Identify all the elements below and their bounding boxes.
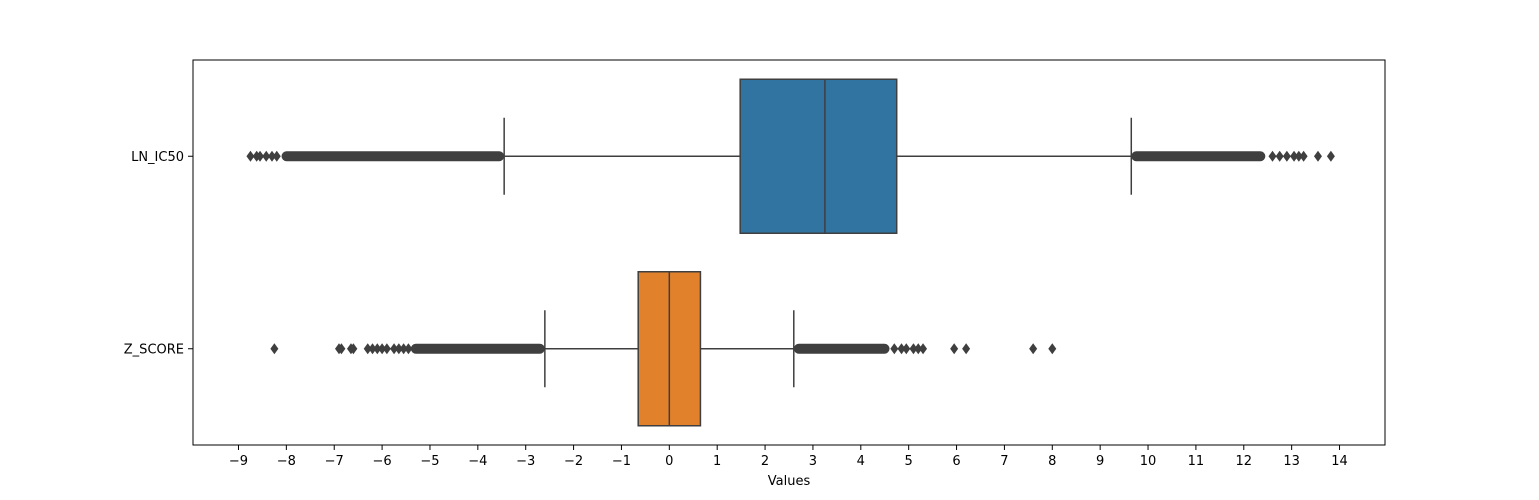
y-tick-label: LN_IC50 xyxy=(131,150,184,165)
y-tick-label: Z_SCORE xyxy=(124,342,184,357)
outlier-point xyxy=(394,343,403,355)
outlier-point xyxy=(404,343,413,355)
outlier-point xyxy=(1275,150,1284,162)
x-tick-label: −8 xyxy=(277,454,296,469)
x-tick-label: 13 xyxy=(1283,454,1300,469)
outlier-point xyxy=(267,150,276,162)
outlier-point xyxy=(349,343,358,355)
x-axis-label: Values xyxy=(768,474,811,489)
y-axis: LN_IC50 Z_SCORE xyxy=(124,150,193,357)
x-tick-label: −4 xyxy=(468,454,487,469)
outlier-point xyxy=(246,150,255,162)
x-tick-label: 12 xyxy=(1236,454,1253,469)
outlier-point xyxy=(390,343,399,355)
outlier-band-0 xyxy=(410,343,545,354)
outlier-point xyxy=(270,343,279,355)
x-tick-label: 4 xyxy=(857,454,865,469)
outlier-point xyxy=(914,343,923,355)
x-tick-label: −2 xyxy=(564,454,583,469)
outlier-point xyxy=(272,150,281,162)
outlier-point xyxy=(909,343,918,355)
outlier-point xyxy=(363,343,372,355)
x-tick-label: −9 xyxy=(229,454,248,469)
x-tick-label: 14 xyxy=(1331,454,1348,469)
outlier-point xyxy=(256,150,265,162)
x-tick-label: 1 xyxy=(713,454,721,469)
plot-area xyxy=(246,78,1335,427)
axes-frame xyxy=(192,59,1386,446)
x-tick-label: 11 xyxy=(1188,454,1205,469)
outlier-point xyxy=(373,343,382,355)
x-tick-label: 6 xyxy=(952,454,960,469)
box-group-ln-ic50 xyxy=(246,78,1335,234)
x-tick-label: 10 xyxy=(1140,454,1157,469)
outlier-point xyxy=(1326,150,1335,162)
outlier-point xyxy=(1029,343,1038,355)
outlier-point xyxy=(902,343,911,355)
x-tick-label: 5 xyxy=(905,454,913,469)
outlier-band-1 xyxy=(793,343,890,354)
x-tick-label: 0 xyxy=(665,454,673,469)
outlier-band-0 xyxy=(281,151,505,162)
box-group-z-score xyxy=(270,271,1057,427)
x-tick-label: 9 xyxy=(1096,454,1104,469)
outlier-band-1 xyxy=(1131,151,1266,162)
outlier-point xyxy=(1048,343,1057,355)
outlier-point xyxy=(890,343,899,355)
outlier-point xyxy=(1294,150,1303,162)
outlier-point xyxy=(1290,150,1299,162)
outlier-point xyxy=(368,343,377,355)
outlier-point xyxy=(399,343,408,355)
box-iqr xyxy=(739,78,898,234)
outlier-point xyxy=(919,343,928,355)
outlier-point xyxy=(950,343,959,355)
outlier-point xyxy=(897,343,906,355)
x-tick-label: −5 xyxy=(420,454,439,469)
outlier-point xyxy=(1268,150,1277,162)
outlier-point xyxy=(378,343,387,355)
outlier-point xyxy=(962,343,971,355)
outlier-point xyxy=(1282,150,1291,162)
outlier-point xyxy=(1299,150,1308,162)
x-tick-label: 7 xyxy=(1000,454,1008,469)
x-tick-label: 8 xyxy=(1048,454,1056,469)
x-tick-label: 3 xyxy=(809,454,817,469)
outlier-point xyxy=(382,343,391,355)
outlier-point xyxy=(262,150,271,162)
x-tick-label: −1 xyxy=(612,454,631,469)
x-tick-label: −6 xyxy=(373,454,392,469)
x-tick-label: 2 xyxy=(761,454,769,469)
outlier-point xyxy=(1313,150,1322,162)
outlier-point xyxy=(337,343,346,355)
x-axis: −9 −8 −7 −6 −5 −4 −3 −2 −1 0 1 2 3 4 5 6 7 8 9 10 11 12 13 14 xyxy=(229,445,1348,469)
x-tick-label: −3 xyxy=(516,454,535,469)
x-tick-label: −7 xyxy=(325,454,344,469)
